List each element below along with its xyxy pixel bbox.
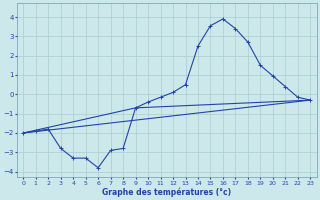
X-axis label: Graphe des températures (°c): Graphe des températures (°c)	[102, 187, 231, 197]
